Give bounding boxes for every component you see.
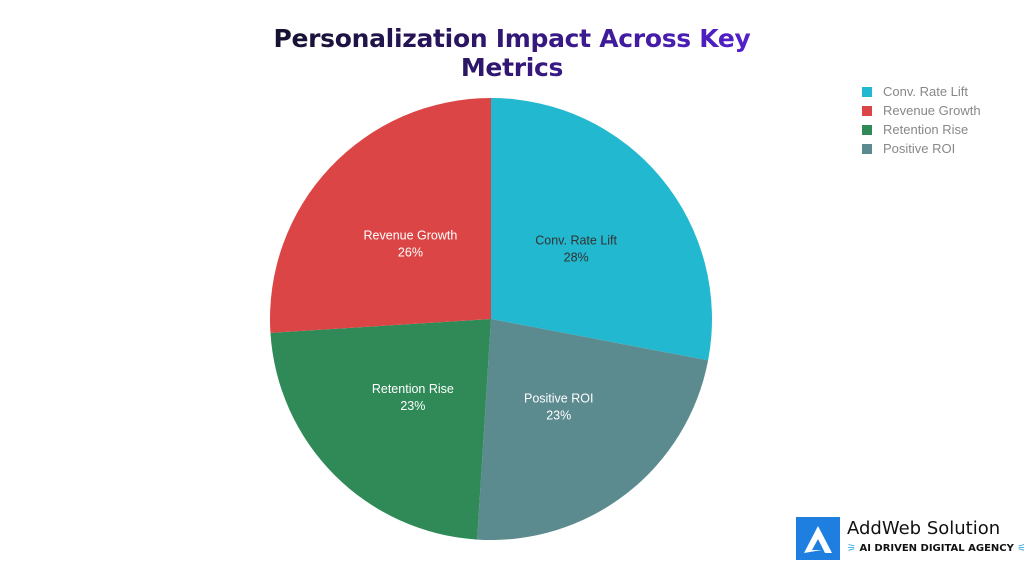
logo-tagline: ⚞ AI DRIVEN DIGITAL AGENCY ⚟: [847, 543, 1024, 554]
legend-swatch: [862, 105, 872, 116]
legend-label: Conv. Rate Lift: [883, 84, 969, 99]
legend-item-conv-rate-lift[interactable]: Conv. Rate Lift: [862, 82, 981, 101]
legend-label: Positive ROI: [883, 141, 956, 156]
addweb-logo: AddWeb Solution ⚞ AI DRIVEN DIGITAL AGEN…: [796, 517, 1024, 562]
legend-item-revenue-growth[interactable]: Revenue Growth: [862, 101, 981, 120]
logo-mark-icon: [796, 517, 840, 560]
pie-slice-revenue-growth: [270, 98, 491, 333]
pie-slice-retention-rise: [270, 319, 491, 540]
chart-title: Personalization Impact Across Key Metric…: [222, 24, 802, 82]
legend-item-retention-rise[interactable]: Retention Rise: [862, 120, 981, 139]
pie-slice-conv-rate-lift: [491, 98, 713, 361]
pie-slice-positive-roi: [477, 319, 709, 540]
legend-label: Revenue Growth: [883, 103, 981, 118]
legend-swatch: [862, 86, 872, 97]
legend-swatch: [862, 143, 872, 154]
slice-label-revenue-growth: Revenue Growth: [364, 228, 458, 242]
slice-label-conv-rate-lift: Conv. Rate Lift: [535, 234, 617, 248]
slice-label-positive-roi: Positive ROI: [524, 391, 593, 405]
logo-name: AddWeb Solution: [847, 518, 1001, 539]
slice-value-positive-roi: 23%: [546, 408, 571, 422]
legend-swatch: [862, 124, 872, 135]
legend-label: Retention Rise: [883, 122, 969, 137]
slice-value-conv-rate-lift: 28%: [564, 251, 589, 265]
legend-item-positive-roi[interactable]: Positive ROI: [862, 139, 981, 158]
slice-label-retention-rise: Retention Rise: [372, 382, 454, 396]
slice-value-revenue-growth: 26%: [398, 245, 423, 259]
slice-value-retention-rise: 23%: [400, 399, 425, 413]
legend: Conv. Rate Lift Revenue Growth Retention R…: [862, 82, 981, 158]
